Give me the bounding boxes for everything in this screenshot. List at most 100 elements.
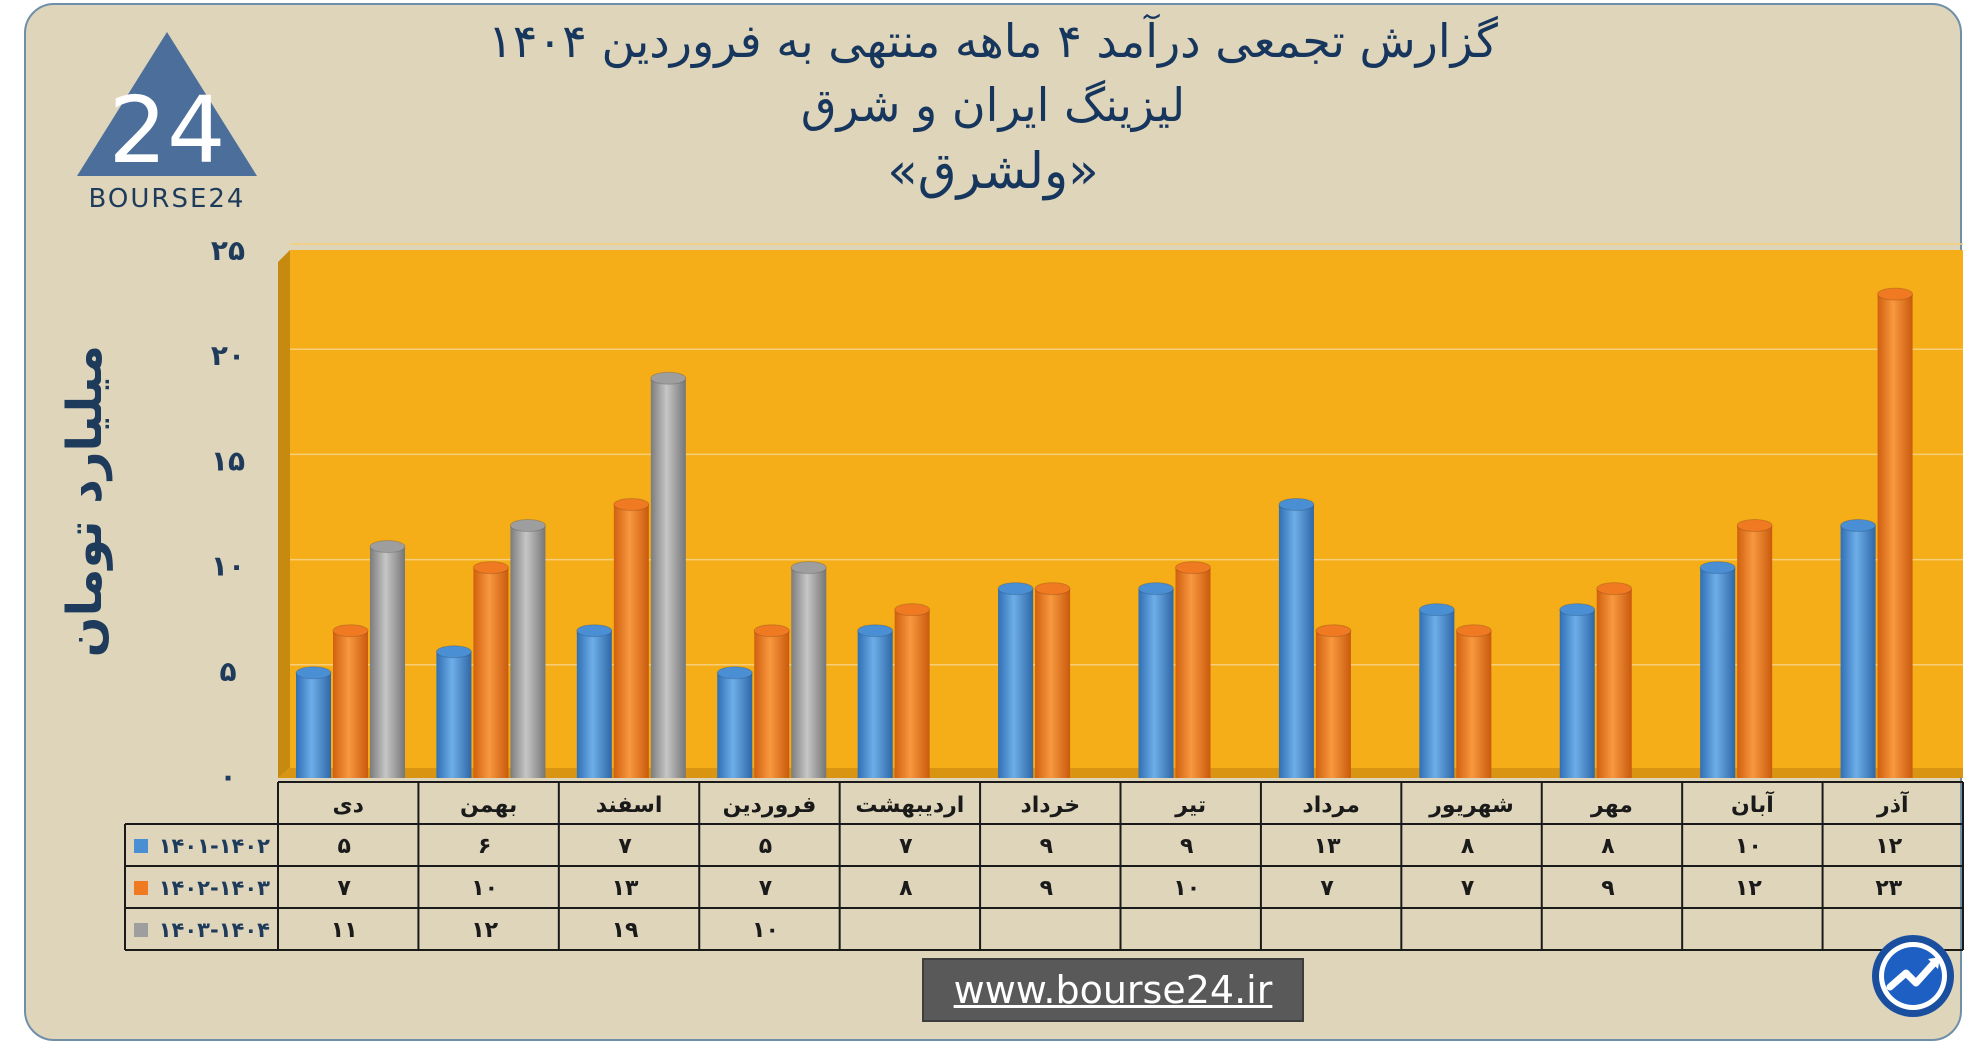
- bar-top: [509, 519, 546, 533]
- category-label: بهمن: [460, 793, 517, 818]
- bar-top: [894, 603, 931, 617]
- bar-top: [332, 624, 369, 638]
- logo-mark: 24: [108, 77, 225, 184]
- category-label: تیر: [1174, 793, 1206, 818]
- bar: [613, 504, 649, 778]
- bar: [510, 525, 546, 778]
- bar: [1840, 525, 1876, 778]
- bar: [1559, 609, 1595, 778]
- logo-triangle: [77, 32, 257, 176]
- data-label: ۱۹: [612, 918, 639, 943]
- data-label: ۹: [1040, 834, 1053, 859]
- bar-top: [997, 582, 1034, 596]
- category-label: آذر: [1876, 790, 1909, 818]
- bar-top: [1699, 561, 1736, 575]
- data-label: ۱۱: [331, 918, 358, 943]
- data-label: ۷: [899, 834, 913, 859]
- data-label: ۱۳: [612, 876, 639, 901]
- bar-top: [1138, 582, 1174, 596]
- bar: [998, 588, 1034, 778]
- data-label: ۸: [899, 876, 913, 901]
- bar-top: [1877, 287, 1914, 301]
- legend-label: ۱۴۰۳-۱۴۰۴: [159, 918, 270, 942]
- data-label: ۱۳: [1314, 834, 1341, 859]
- y-tick-label: ۲۵: [211, 234, 245, 267]
- bar-top: [1559, 603, 1596, 617]
- data-label: ۷: [759, 876, 773, 901]
- legend-swatch: [134, 881, 148, 895]
- bar-top: [472, 561, 509, 575]
- category-label: خرداد: [1020, 793, 1080, 818]
- data-label: ۸: [1461, 834, 1475, 859]
- data-label: ۱۰: [752, 918, 779, 943]
- chart-title: گزارش تجمعی درآمد ۴ ماهه منتهی به فروردی…: [488, 14, 1498, 68]
- data-label: ۵: [337, 834, 350, 859]
- data-label: ۱۲: [1735, 876, 1762, 901]
- bar-top: [716, 666, 753, 680]
- legend-label: ۱۴۰۱-۱۴۰۲: [159, 834, 270, 858]
- bar-top: [753, 624, 790, 638]
- plot-floor: [278, 768, 1963, 778]
- data-label: ۱۰: [1173, 876, 1200, 901]
- bar-top: [1596, 582, 1633, 596]
- y-tick-label: ۰: [219, 760, 236, 793]
- trend-arrow-icon: [1872, 935, 1954, 1017]
- data-label: ۹: [1601, 876, 1614, 901]
- plot-background: [290, 250, 1963, 778]
- bar: [1700, 567, 1736, 778]
- bar-top: [1315, 624, 1352, 638]
- data-label: ۱۲: [471, 918, 498, 943]
- bar: [1315, 630, 1351, 778]
- bar: [791, 567, 827, 778]
- bourse24-logo: 24: [77, 32, 257, 184]
- category-label: شهریور: [1428, 793, 1514, 818]
- bar-top: [1418, 603, 1455, 617]
- bar-top: [1736, 519, 1773, 533]
- bar: [1138, 588, 1174, 778]
- bar: [333, 630, 368, 778]
- y-tick-label: ۱۵: [211, 444, 245, 477]
- bar: [1278, 504, 1314, 778]
- bar-top: [1278, 497, 1315, 511]
- bar: [717, 672, 753, 778]
- y-tick-label: ۱۰: [211, 550, 245, 583]
- bar: [1035, 588, 1071, 778]
- data-label: ۲۳: [1875, 876, 1902, 901]
- data-label: ۹: [1180, 834, 1193, 859]
- bar: [576, 630, 612, 778]
- bar: [754, 630, 790, 778]
- bar: [650, 378, 686, 778]
- legend-swatch: [134, 923, 148, 937]
- bar: [1456, 630, 1492, 778]
- data-label: ۶: [478, 834, 491, 859]
- bar: [296, 672, 331, 778]
- legend-swatch: [134, 839, 148, 853]
- bar-top: [295, 666, 332, 680]
- bar-top: [1175, 561, 1211, 575]
- bar: [894, 609, 930, 778]
- bar: [1877, 294, 1913, 778]
- bar: [473, 567, 509, 778]
- bar: [1596, 588, 1632, 778]
- legend-label: ۱۴۰۲-۱۴۰۳: [159, 876, 270, 900]
- bar-top: [369, 540, 406, 554]
- chart-subtitle: لیزینگ ایران و شرق: [800, 78, 1186, 132]
- data-label: ۸: [1601, 834, 1615, 859]
- bar: [1419, 609, 1455, 778]
- bar-top: [1034, 582, 1071, 596]
- website-url[interactable]: www.bourse24.ir: [922, 958, 1304, 1022]
- category-label: اسفند: [596, 793, 663, 818]
- data-label: ۷: [1461, 876, 1475, 901]
- data-label: ۱۲: [1875, 834, 1902, 859]
- bar-top: [650, 371, 687, 385]
- bar-top: [613, 497, 650, 511]
- bar: [370, 546, 405, 778]
- category-label: آبان: [1731, 790, 1774, 818]
- data-label: ۷: [337, 876, 351, 901]
- bar: [1737, 525, 1773, 778]
- bar: [436, 651, 472, 778]
- bar-top: [1455, 624, 1492, 638]
- category-label: دی: [332, 793, 363, 818]
- y-tick-label: ۵: [219, 655, 236, 688]
